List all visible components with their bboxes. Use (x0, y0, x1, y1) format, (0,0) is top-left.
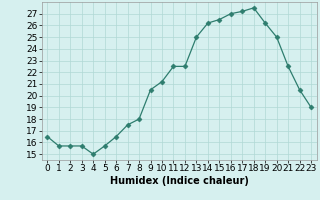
X-axis label: Humidex (Indice chaleur): Humidex (Indice chaleur) (110, 176, 249, 186)
